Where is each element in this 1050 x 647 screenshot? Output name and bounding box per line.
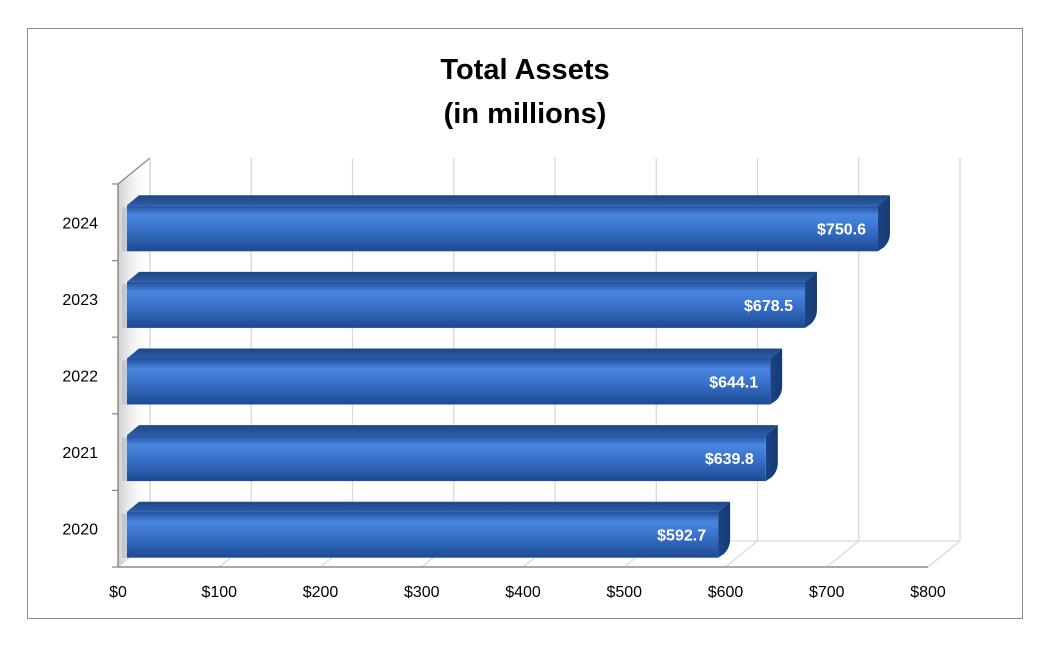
bar-shadow [122, 207, 127, 252]
x-tick-label: $800 [910, 584, 946, 601]
data-label: $750.6 [817, 221, 866, 238]
bar-top-face [127, 348, 783, 359]
side-wall-top-edge [117, 157, 151, 185]
x-tick-label: $600 [708, 584, 744, 601]
bar [127, 358, 771, 405]
bar-shadow [122, 360, 127, 405]
bar-shadow [122, 283, 127, 328]
bar-end-face [770, 348, 783, 405]
y-tick-label: 2023 [62, 292, 98, 309]
data-label: $644.1 [709, 375, 758, 392]
bar-top-face [127, 195, 890, 206]
data-label: $592.7 [657, 528, 706, 545]
x-tick-label: $400 [505, 584, 541, 601]
x-tick-label: $0 [109, 584, 127, 601]
bar [127, 281, 805, 328]
bar-top-face [127, 501, 731, 512]
bar-end-face [804, 271, 817, 328]
data-label: $678.5 [744, 298, 793, 315]
data-label: $639.8 [705, 451, 754, 468]
bar-shadow [122, 437, 127, 482]
y-tick-label: 2021 [62, 445, 98, 462]
y-tick-label: 2024 [62, 215, 98, 232]
floor-gridline [725, 540, 758, 568]
x-tick-label: $100 [201, 584, 237, 601]
x-tick-label: $700 [809, 584, 845, 601]
bar [127, 435, 766, 482]
bar [127, 511, 719, 558]
chart-title-line-2: (in millions) [443, 98, 607, 130]
bar [127, 205, 878, 252]
floor-gridline [927, 540, 961, 568]
x-tick-label: $200 [303, 584, 339, 601]
bar-top-face [127, 425, 778, 436]
chart-title: Total Assets (in millions) [0, 48, 1050, 136]
chart-title-line-1: Total Assets [440, 54, 610, 86]
bar-end-face [765, 425, 778, 482]
bar-top-face [127, 271, 817, 282]
bar-shadow [122, 513, 127, 558]
bar-end-face [877, 195, 890, 252]
y-tick-label: 2022 [62, 369, 98, 386]
floor-gridline [826, 540, 860, 568]
y-tick-label: 2020 [62, 522, 98, 539]
bar-end-face [718, 501, 731, 558]
x-tick-label: $500 [606, 584, 642, 601]
x-tick-label: $300 [404, 584, 440, 601]
